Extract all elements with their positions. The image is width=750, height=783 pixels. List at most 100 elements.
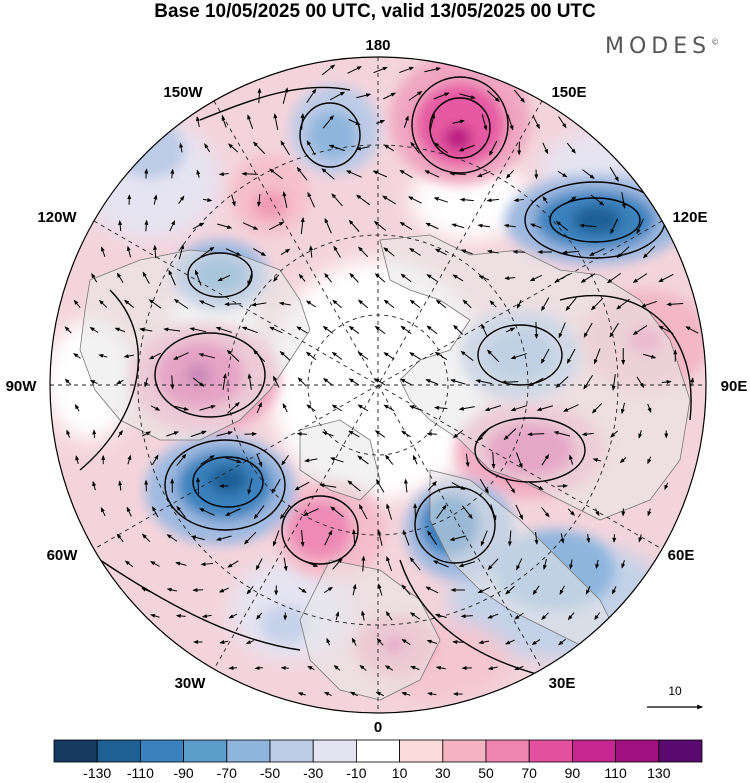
- wind-arrow: [426, 639, 438, 645]
- wind-arrow: [566, 196, 577, 204]
- wind-arrow: [619, 457, 627, 464]
- wind-arrow: [222, 373, 227, 390]
- wind-arrow: [126, 506, 132, 517]
- wind-arrow: [384, 454, 394, 465]
- wind-arrow: [595, 559, 600, 570]
- wind-arrow: [89, 380, 98, 384]
- wind-arrow: [487, 613, 499, 619]
- wind-arrow: [487, 90, 500, 103]
- wind-arrow: [349, 691, 358, 697]
- wind-arrow: [531, 639, 541, 646]
- colorbar-tick-label: 130: [647, 765, 671, 781]
- wind-arrow: [141, 533, 151, 543]
- wind-arrow: [251, 302, 267, 307]
- wind-arrow: [690, 377, 695, 386]
- wind-arrow: [383, 299, 395, 309]
- colorbar-tick-label: 30: [435, 765, 451, 781]
- wind-arrow: [403, 478, 408, 493]
- meridians: [50, 57, 706, 713]
- wind-arrow: [507, 114, 514, 131]
- wind-arrow: [256, 453, 263, 468]
- wind-arrow: [271, 478, 281, 494]
- wind-arrow: [479, 478, 489, 494]
- wind-arrow: [297, 377, 307, 387]
- wind-arrow: [280, 505, 291, 520]
- wind-arrow: [505, 169, 515, 179]
- wind-arrow: [586, 533, 591, 544]
- wind-arrow: [75, 455, 80, 464]
- wind-arrow: [481, 323, 488, 336]
- wind-arrow: [460, 249, 473, 255]
- wind-arrow: [255, 558, 263, 571]
- wind-arrow: [559, 585, 565, 595]
- wind-arrow: [247, 373, 252, 390]
- wind-arrow: [458, 561, 476, 568]
- wind-arrow: [489, 300, 497, 308]
- wind-arrow: [166, 431, 180, 437]
- wind-arrow: [198, 300, 215, 308]
- wind-arrow: [461, 505, 473, 520]
- wind-arrow: [532, 115, 540, 130]
- wind-arrow: [217, 223, 233, 229]
- colorbar-tick-label: -90: [173, 765, 194, 781]
- colorbar-swatch: [485, 739, 530, 763]
- colorbar-tick-label: 10: [391, 765, 408, 781]
- wind-arrow: [114, 327, 126, 333]
- wind-arrow: [282, 87, 289, 104]
- vector-scale-label: 10: [668, 684, 682, 698]
- wind-arrow: [199, 508, 215, 516]
- wind-arrow: [141, 431, 152, 437]
- wind-arrow: [190, 430, 207, 438]
- colorbar-tick-label: -50: [259, 765, 281, 781]
- colorbar-tick-label: 50: [478, 765, 494, 781]
- wind-arrow: [173, 352, 189, 360]
- wind-arrow: [478, 427, 490, 441]
- wind-arrow: [307, 191, 315, 208]
- wind-arrow: [231, 194, 236, 207]
- wind-arrow: [516, 558, 523, 571]
- wind-arrow: [425, 586, 439, 594]
- wind-arrow: [374, 273, 386, 283]
- colorbar-swatch: [312, 739, 357, 763]
- wind-arrow: [306, 140, 316, 156]
- wind-arrow: [278, 301, 291, 306]
- wind-arrow: [490, 504, 497, 521]
- wind-arrow: [569, 454, 574, 465]
- wind-arrow: [297, 692, 306, 697]
- wind-arrow: [224, 302, 242, 307]
- colorbar-swatch: [226, 739, 271, 763]
- wind-arrow: [621, 560, 626, 569]
- wind-arrow: [358, 246, 369, 258]
- wind-arrow: [458, 144, 475, 152]
- wind-arrow: [569, 559, 574, 570]
- wind-arrow: [215, 535, 232, 541]
- wind-arrow: [409, 247, 421, 256]
- wind-arrow: [401, 584, 411, 596]
- colorbar-swatch: [355, 739, 400, 763]
- wind-arrow: [372, 170, 388, 178]
- wind-arrow: [510, 405, 528, 412]
- wind-arrow: [383, 404, 395, 412]
- wind-arrow: [632, 273, 648, 283]
- wind-arrow: [175, 561, 187, 566]
- wind-arrow: [592, 458, 601, 462]
- wind-arrow: [273, 274, 280, 282]
- wind-arrow: [324, 272, 333, 283]
- wind-arrow: [306, 404, 316, 412]
- wind-arrow: [580, 273, 596, 283]
- wind-arrow: [475, 379, 493, 385]
- wind-arrow: [282, 402, 288, 413]
- wind-arrow: [595, 508, 600, 517]
- wind-arrow: [170, 375, 175, 390]
- wind-arrow: [333, 245, 341, 258]
- wind-arrow: [175, 613, 186, 618]
- wind-arrow: [427, 530, 438, 545]
- wind-arrow: [505, 479, 516, 494]
- wind-arrow: [227, 402, 240, 414]
- wind-arrow: [409, 405, 421, 411]
- wind-arrow: [176, 453, 187, 466]
- wind-arrow: [227, 560, 239, 568]
- wind-arrow: [218, 587, 229, 593]
- wind-arrow: [282, 191, 288, 208]
